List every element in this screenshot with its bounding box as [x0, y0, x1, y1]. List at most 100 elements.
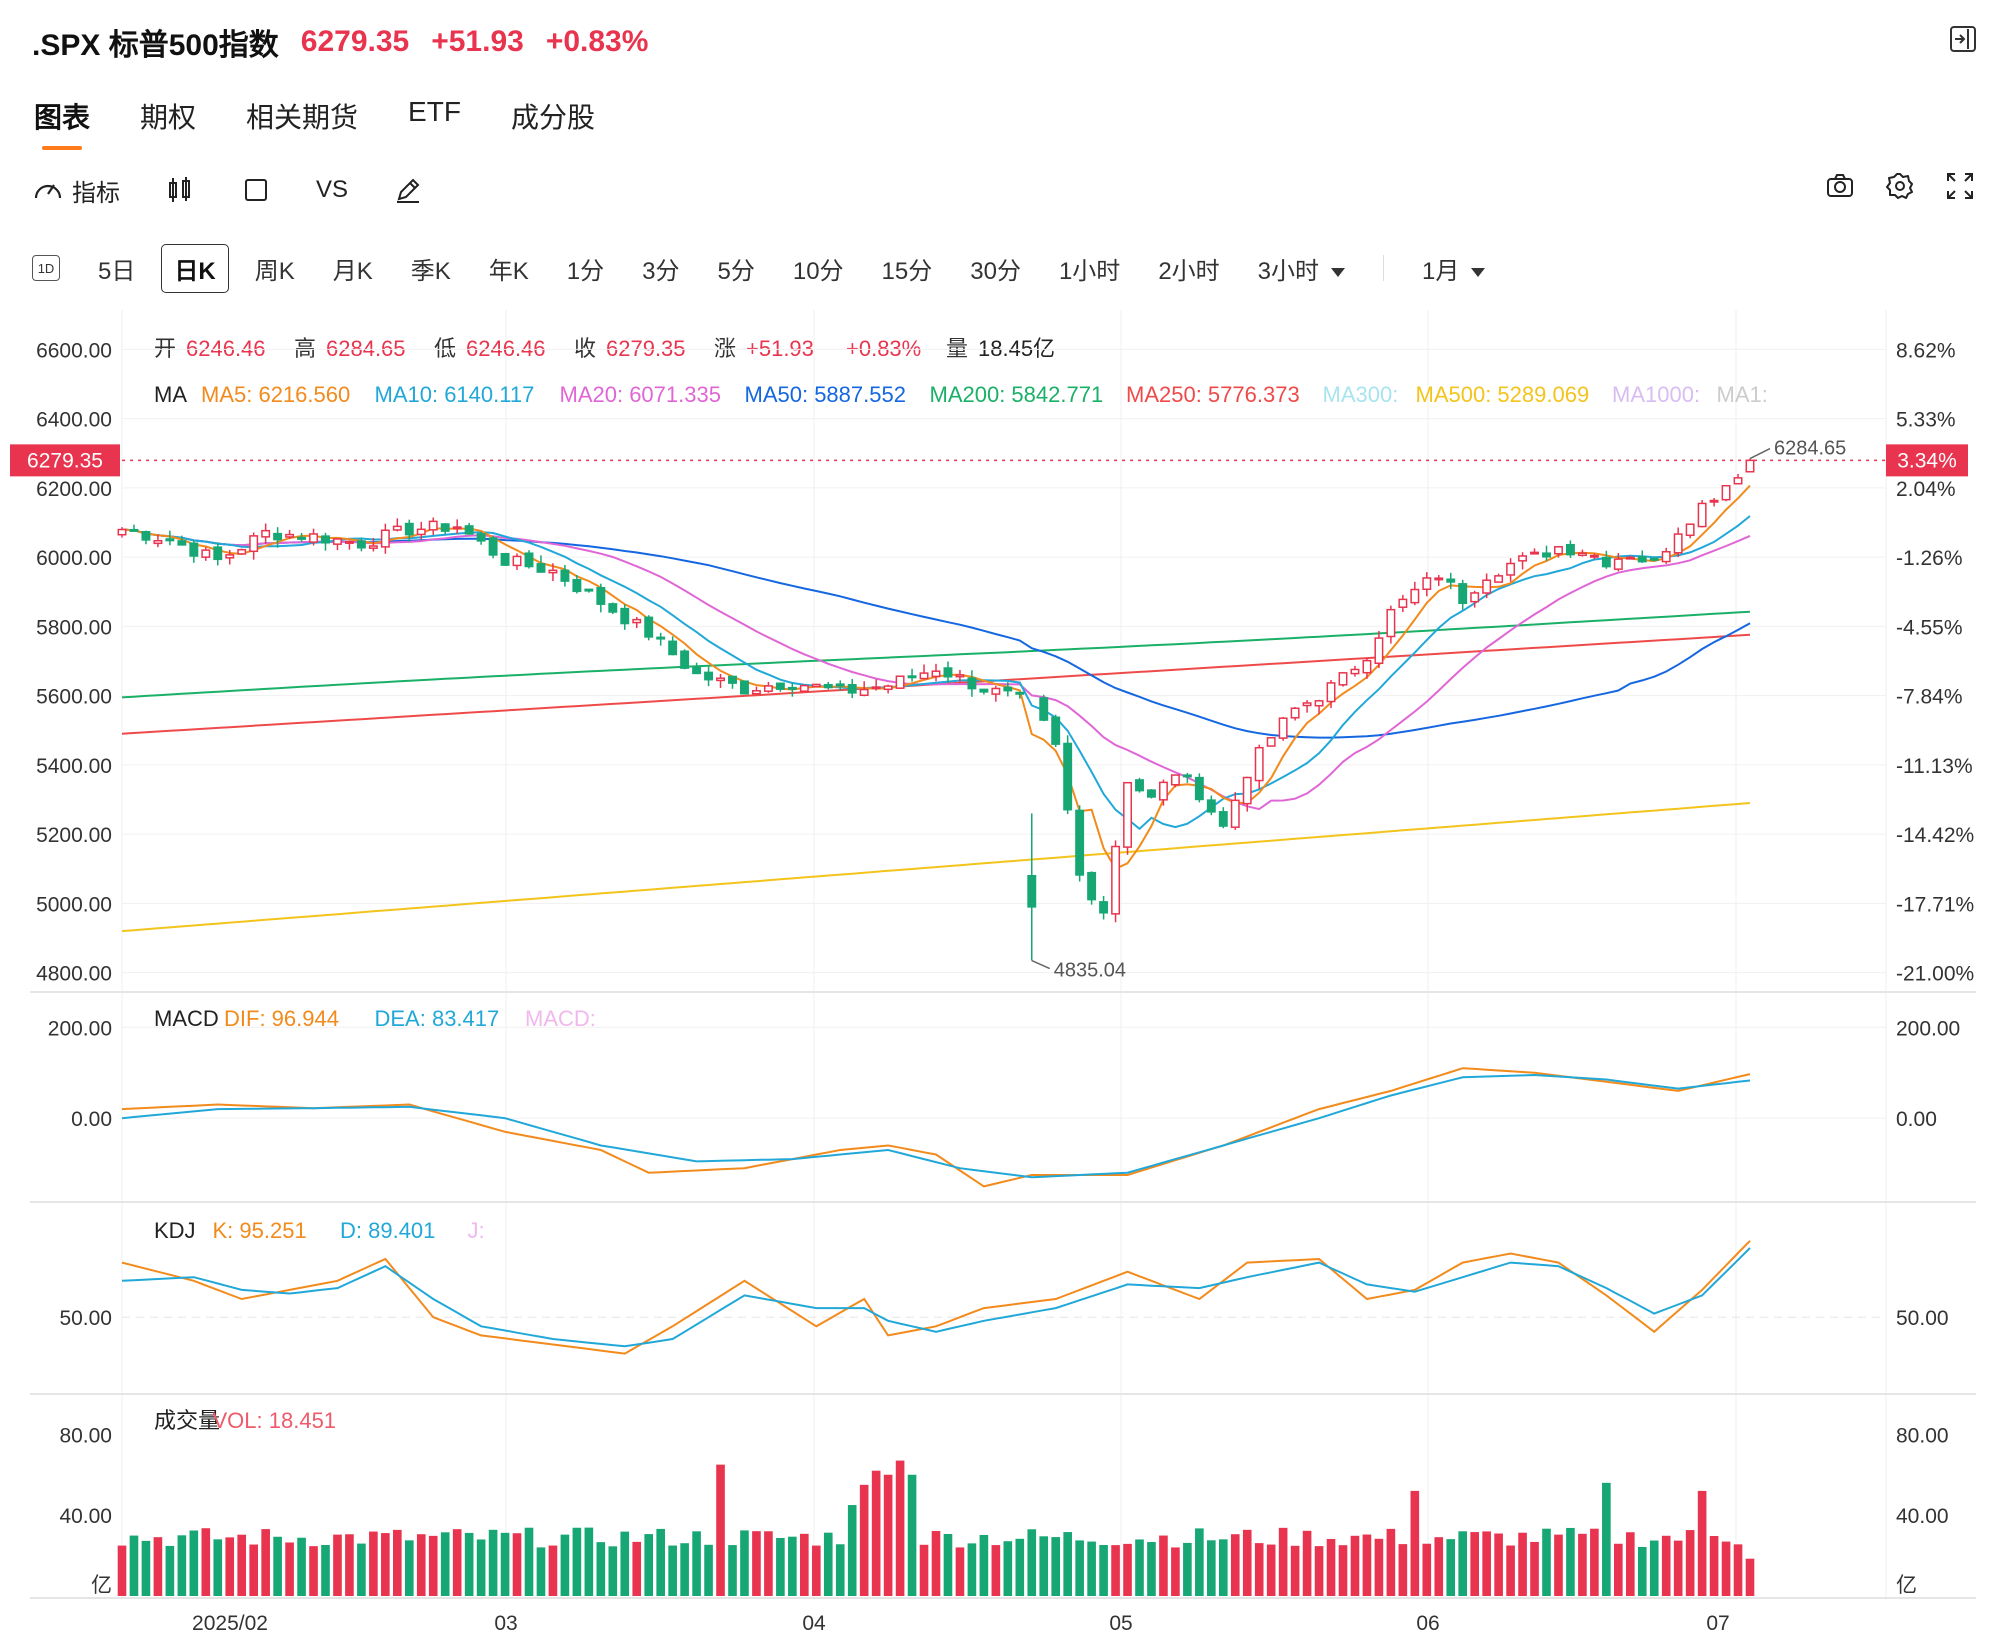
period-15min[interactable]: 15分 [881, 257, 933, 285]
volume-bar [1218, 1539, 1228, 1596]
volume-bar [249, 1544, 258, 1596]
volume-bar [1602, 1482, 1611, 1596]
volume-bar [943, 1533, 953, 1596]
volume-bar [153, 1537, 163, 1596]
volume-bar [1111, 1545, 1120, 1596]
change-label: 涨 [714, 336, 736, 361]
gear-icon[interactable] [1884, 170, 1916, 202]
quote-header: .SPX 标普500指数 6279.35 +51.93 +0.83% [32, 18, 648, 66]
candle-body [476, 533, 486, 542]
volume-bar [1697, 1490, 1707, 1596]
tab-components[interactable]: 成分股 [510, 102, 595, 133]
period-5d[interactable]: 5日 [98, 257, 136, 285]
volume-bar [1147, 1542, 1156, 1596]
period-2h[interactable]: 2小时 [1158, 257, 1220, 285]
layout-button[interactable] [240, 174, 272, 206]
period-3min[interactable]: 3分 [642, 257, 680, 285]
period-selector: 1D 5日 日K 周K 月K 季K 年K 1分 3分 5分 10分 15分 30… [32, 243, 1523, 293]
candle-body [584, 588, 594, 592]
candle-body [728, 675, 737, 684]
indicator-button[interactable]: 指标 [32, 173, 120, 208]
volume-bar [1326, 1539, 1336, 1596]
tab-etf[interactable]: ETF [408, 96, 461, 127]
volume-bar [1374, 1538, 1384, 1596]
macd-axis-label: 200.00 [48, 1017, 112, 1040]
volume-bar [596, 1542, 606, 1596]
candle-body [1625, 556, 1635, 560]
range-dropdown[interactable]: 1月 [1422, 245, 1486, 292]
candle-body [1673, 533, 1683, 554]
volume-axis-label-right: 亿 [1896, 1574, 1917, 1597]
volume-axis-label: 亿 [91, 1574, 112, 1597]
volume-bar [369, 1531, 378, 1596]
indicator-label: 指标 [72, 179, 120, 207]
tab-chart[interactable]: 图表 [34, 96, 90, 150]
stock-chart[interactable]: 开 6246.46 高 6284.65 低 6246.46 收 6279.35 … [0, 310, 2008, 1650]
volume-bar [309, 1546, 318, 1596]
candle-body [1518, 555, 1528, 562]
volume-bar [225, 1537, 235, 1596]
close-value: 6279.35 [606, 336, 686, 361]
candle-body [1661, 550, 1671, 563]
period-daily[interactable]: 日K [161, 243, 229, 293]
volume-bar [1458, 1531, 1468, 1596]
period-weekly[interactable]: 周K [254, 257, 295, 285]
divider [1383, 255, 1385, 281]
compare-button[interactable]: VS [316, 176, 348, 204]
candle-type-button[interactable] [164, 174, 196, 206]
period-1min[interactable]: 1分 [566, 257, 605, 285]
current-price-tag-bg [10, 444, 120, 477]
current-pct-tag-bg [1886, 444, 1968, 477]
candle-body [285, 533, 295, 538]
volume-bar [656, 1528, 665, 1596]
period-quarterly[interactable]: 季K [410, 257, 451, 285]
volume-bar [1422, 1543, 1432, 1596]
period-1h[interactable]: 1小时 [1058, 257, 1121, 285]
candle-body [117, 528, 127, 536]
high-value: 6284.65 [326, 336, 406, 361]
candle-body [1506, 562, 1516, 576]
camera-icon[interactable] [1824, 170, 1856, 202]
candle-body [775, 682, 785, 690]
candle-body [1410, 588, 1420, 604]
candle-body [811, 683, 821, 688]
candle-body [141, 530, 151, 541]
candle-body [165, 538, 175, 542]
candle-body [1051, 716, 1061, 745]
chart-toolbar: 指标 VS [32, 170, 1976, 210]
period-yearly[interactable]: 年K [488, 257, 529, 285]
volume-bar [1482, 1531, 1491, 1596]
candle-body [297, 536, 307, 540]
candle-body [536, 563, 546, 573]
volume-bar [955, 1547, 965, 1596]
volume-bar [572, 1527, 582, 1596]
tab-options[interactable]: 期权 [140, 102, 197, 133]
period-3h-dropdown[interactable]: 3小时 [1258, 245, 1346, 292]
candle-body [967, 677, 977, 690]
candle-body [1338, 672, 1348, 686]
period-10min[interactable]: 10分 [792, 257, 844, 285]
fullscreen-icon[interactable] [1944, 170, 1976, 202]
candle-body [1147, 789, 1156, 798]
legend-item: MA250: 5776.373 [1126, 382, 1300, 407]
draw-button[interactable] [392, 174, 424, 206]
candle-body [572, 578, 582, 593]
period-30min[interactable]: 30分 [970, 257, 1021, 285]
day-calendar-icon[interactable]: 1D [32, 255, 60, 281]
tab-futures[interactable]: 相关期货 [246, 102, 359, 133]
candle-body [1254, 746, 1264, 782]
candle-body [1721, 484, 1731, 501]
exit-icon[interactable] [1948, 24, 1978, 54]
volume-bar [668, 1545, 677, 1596]
volume-bar [823, 1532, 833, 1596]
legend-item: K: 95.251 [213, 1218, 307, 1243]
period-5min[interactable]: 5分 [717, 257, 755, 285]
candle-body [716, 677, 725, 682]
candle-body [1314, 700, 1324, 707]
period-monthly[interactable]: 月K [332, 257, 373, 285]
volume-bar [919, 1544, 929, 1596]
date-axis-label: 03 [494, 1612, 517, 1635]
volume-bar [524, 1527, 534, 1596]
low-marker-label: 4835.04 [1054, 960, 1126, 982]
candle-body [1242, 776, 1252, 805]
